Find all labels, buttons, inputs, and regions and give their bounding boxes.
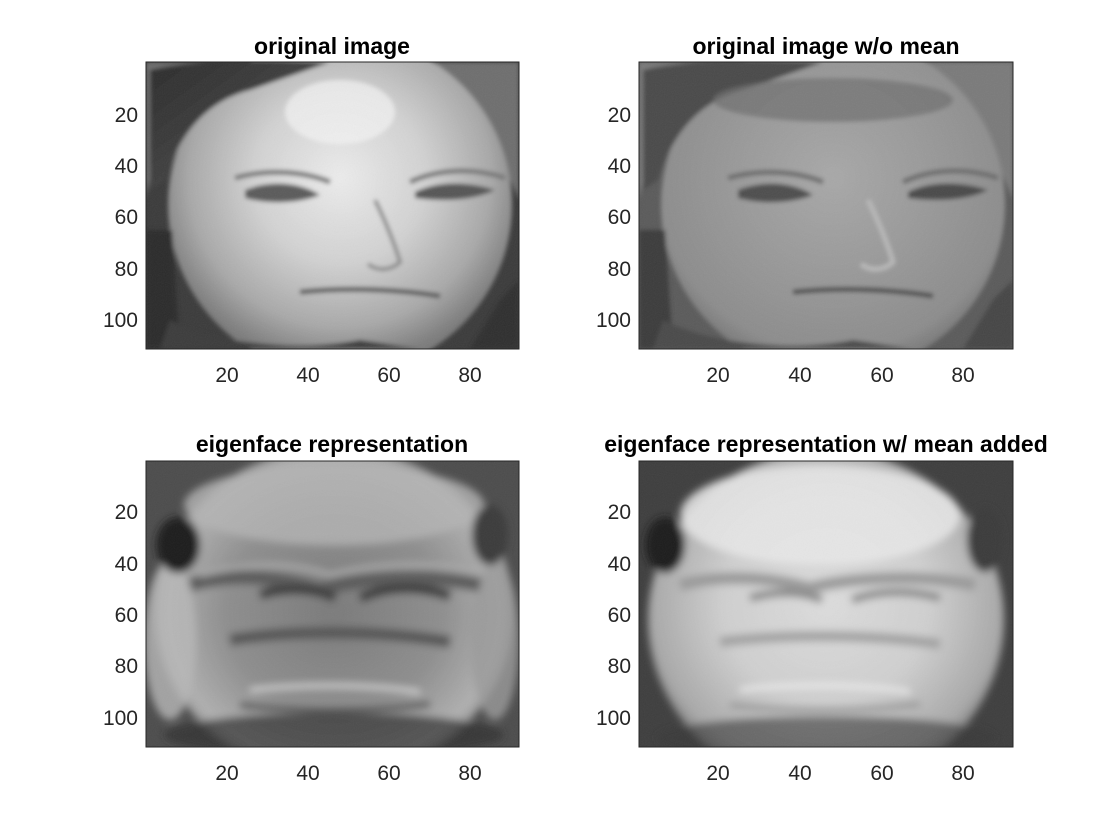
face-image-eigenface: [146, 461, 519, 747]
axes-box: [145, 61, 520, 350]
y-tick-label: 40: [608, 155, 631, 178]
x-tick-labels: 20 40 60 80: [706, 762, 974, 785]
y-tick-labels: 20 40 60 80 100: [103, 501, 138, 730]
x-tick-label: 60: [870, 364, 893, 387]
y-tick-labels: 20 40 60 80 100: [596, 104, 631, 332]
y-tick-label: 80: [608, 258, 631, 281]
y-tick-label: 80: [115, 258, 138, 281]
x-tick-label: 20: [706, 364, 729, 387]
x-tick-label: 80: [951, 762, 974, 785]
face-image-original: [146, 62, 519, 349]
y-tick-label: 60: [115, 604, 138, 627]
panel-title: original image: [254, 33, 410, 59]
axes-box: [145, 460, 520, 748]
y-tick-label: 100: [596, 707, 631, 730]
y-tick-label: 60: [608, 206, 631, 229]
y-tick-label: 80: [115, 655, 138, 678]
panel-title: eigenface representation w/ mean added: [604, 431, 1048, 457]
x-tick-labels: 20 40 60 80: [215, 364, 481, 387]
x-tick-label: 60: [377, 762, 400, 785]
x-tick-label: 60: [377, 364, 400, 387]
panel-original-image: original image 20 40 60 80 20 40 60 80 1…: [103, 33, 520, 387]
x-tick-label: 20: [706, 762, 729, 785]
x-tick-label: 40: [788, 762, 811, 785]
y-tick-label: 60: [115, 206, 138, 229]
panel-eigenface-representation: eigenface representation 20 40 60 80 20 …: [103, 431, 520, 785]
axes-box: [638, 61, 1014, 350]
x-tick-label: 80: [458, 762, 481, 785]
x-tick-label: 40: [296, 762, 319, 785]
face-image-without-mean: [639, 62, 1013, 349]
y-tick-label: 40: [608, 553, 631, 576]
y-tick-label: 20: [115, 104, 138, 127]
panel-eigenface-with-mean: eigenface representation w/ mean added 2…: [596, 431, 1048, 785]
x-tick-label: 80: [458, 364, 481, 387]
x-tick-label: 40: [788, 364, 811, 387]
y-tick-labels: 20 40 60 80 100: [596, 501, 631, 730]
face-image-eigenface-with-mean: [639, 461, 1013, 747]
axes-box: [638, 460, 1014, 748]
y-tick-label: 20: [115, 501, 138, 524]
x-tick-label: 20: [215, 762, 238, 785]
y-tick-label: 40: [115, 155, 138, 178]
x-tick-label: 40: [296, 364, 319, 387]
y-tick-label: 20: [608, 501, 631, 524]
y-tick-label: 20: [608, 104, 631, 127]
y-tick-label: 60: [608, 604, 631, 627]
y-tick-label: 100: [103, 707, 138, 730]
x-tick-label: 80: [951, 364, 974, 387]
x-tick-labels: 20 40 60 80: [706, 364, 974, 387]
y-tick-label: 80: [608, 655, 631, 678]
panel-title: original image w/o mean: [692, 33, 959, 59]
y-tick-label: 100: [103, 309, 138, 332]
panel-title: eigenface representation: [196, 431, 468, 457]
y-tick-label: 40: [115, 553, 138, 576]
x-tick-labels: 20 40 60 80: [215, 762, 481, 785]
y-tick-labels: 20 40 60 80 100: [103, 104, 138, 332]
y-tick-label: 100: [596, 309, 631, 332]
x-tick-label: 20: [215, 364, 238, 387]
panel-original-without-mean: original image w/o mean 20 40 60 80 20 4…: [596, 33, 1014, 387]
x-tick-label: 60: [870, 762, 893, 785]
